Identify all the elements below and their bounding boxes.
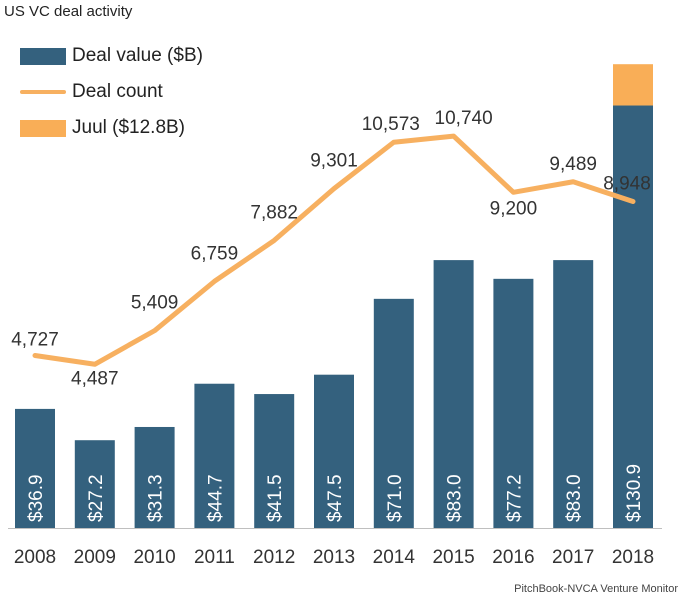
bar-2015	[433, 260, 474, 528]
bar-label-2009: $27.2	[86, 474, 107, 522]
legend: Deal value ($B) Deal count Juul ($12.8B)	[20, 38, 203, 146]
bar-2016	[493, 278, 534, 528]
source-note: PitchBook-NVCA Venture Monitor	[514, 583, 678, 595]
bar-label-2015: $83.0	[445, 474, 466, 522]
deal-count-label-2008: 4,727	[11, 330, 59, 351]
bar-label-2018: $130.9	[624, 464, 645, 522]
x-tick-label-2010: 2010	[133, 547, 175, 568]
bar-2018	[613, 105, 653, 528]
bar-2014	[373, 298, 414, 528]
x-tick-label-2016: 2016	[492, 547, 534, 568]
legend-item-juul: Juul ($12.8B)	[20, 110, 203, 146]
deal-count-label-2015: 10,740	[435, 108, 493, 129]
bar-label-2012: $41.5	[265, 474, 286, 522]
chart-title: US VC deal activity	[4, 3, 133, 20]
x-tick-label-2018: 2018	[612, 547, 654, 568]
legend-label-deal-value: Deal value ($B)	[72, 45, 203, 66]
x-tick-label-2015: 2015	[432, 547, 474, 568]
bar-2008	[15, 408, 55, 528]
x-tick-label-2008: 2008	[14, 547, 56, 568]
x-tick-label-2017: 2017	[552, 547, 594, 568]
deal-count-label-2012: 7,882	[250, 202, 298, 223]
deal-count-label-2009: 4,487	[71, 368, 119, 389]
bar-label-2011: $44.7	[205, 474, 226, 522]
deal-count-label-2014: 10,573	[362, 114, 420, 135]
legend-label-deal-count: Deal count	[72, 81, 163, 102]
bar-label-2017: $83.0	[564, 474, 585, 522]
deal-count-line	[32, 133, 636, 367]
bar-label-2008: $36.9	[26, 474, 47, 522]
x-tick-label-2013: 2013	[313, 547, 355, 568]
legend-swatch-juul	[20, 119, 66, 137]
deal-count-label-2010: 5,409	[131, 293, 179, 314]
juul-bar-2018	[613, 64, 653, 106]
bar-label-2013: $47.5	[325, 474, 346, 522]
bar-label-2016: $77.2	[504, 474, 525, 522]
bar-2010	[134, 426, 175, 528]
bar-2011	[194, 383, 235, 528]
x-tick-label-2009: 2009	[74, 547, 116, 568]
x-tick-label-2011: 2011	[194, 547, 235, 568]
bar-2012	[254, 394, 295, 528]
legend-item-deal-count: Deal count	[20, 74, 203, 110]
x-tick-label-2012: 2012	[253, 547, 295, 568]
legend-swatch-deal-value	[20, 47, 66, 65]
bar-2017	[553, 260, 594, 528]
bar-label-2010: $31.3	[146, 474, 167, 522]
bar-2013	[314, 374, 354, 528]
deal-count-label-2018: 8,948	[603, 174, 651, 195]
deal-count-label-2016: 9,200	[490, 198, 538, 219]
x-tick-label-2014: 2014	[373, 547, 416, 568]
deal-count-label-2017: 9,489	[549, 154, 597, 175]
deal-count-label-2011: 6,759	[191, 243, 239, 264]
legend-swatch-deal-count	[20, 90, 66, 94]
legend-item-deal-value: Deal value ($B)	[20, 38, 203, 74]
bar-label-2014: $71.0	[385, 474, 406, 522]
legend-label-juul: Juul ($12.8B)	[72, 117, 186, 138]
bar-2009	[74, 440, 115, 528]
deal-count-label-2013: 9,301	[310, 151, 358, 172]
